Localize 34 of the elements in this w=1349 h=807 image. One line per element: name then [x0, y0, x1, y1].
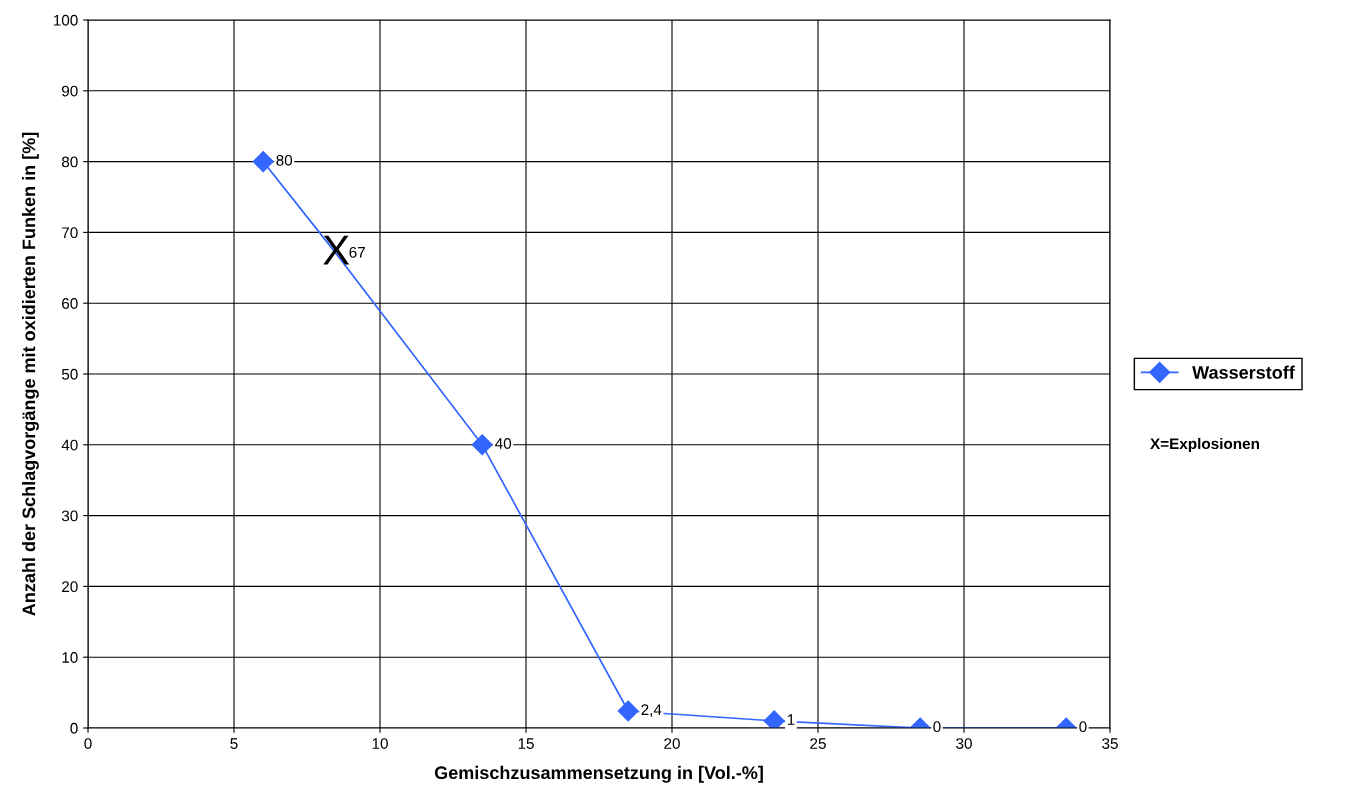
y-tick-label: 10: [62, 652, 78, 663]
y-tick-label: 50: [61, 368, 78, 380]
text: X=Explosionen: [1150, 437, 1259, 453]
data-label: 0: [933, 721, 941, 733]
x-tick-label: 35: [1102, 738, 1118, 749]
x-tick-label: 30: [956, 738, 972, 749]
x-tick-label: 0: [84, 738, 92, 749]
x-tick-label: 10: [372, 738, 388, 749]
data-label: 2,4: [641, 704, 662, 717]
y-tick-label: 20: [62, 581, 78, 593]
y-axis-title: Anzahl der Schlagvorgänge mit oxidierten Funken in [%]: [21, 132, 39, 616]
x-axis-title: Gemischzusammensetzung in [Vol.-%]: [434, 765, 763, 783]
y-tick-label: 30: [61, 510, 78, 522]
y-tick-label: 90: [62, 85, 78, 97]
point: [471, 434, 493, 456]
data-label: 67: [349, 246, 365, 258]
y-tick-label: 0: [70, 722, 78, 734]
y-tick-label: 60: [62, 298, 78, 309]
point: [617, 700, 639, 722]
x-tick-label: 5: [230, 738, 238, 749]
legend-label: Wasserstoff: [1192, 365, 1295, 379]
y-tick-label: 70: [62, 227, 78, 239]
y-tick-label: 80: [61, 156, 78, 168]
y-tick-label: 40: [61, 439, 78, 451]
x-tick-label: 15: [518, 738, 534, 749]
y-tick-label: 100: [53, 14, 78, 26]
data-label: 0: [1079, 721, 1087, 733]
point: [252, 151, 274, 173]
point: [763, 710, 785, 728]
x-tick-label: 25: [810, 738, 826, 749]
data-label: 80: [276, 154, 293, 166]
data-label: 40: [495, 438, 512, 449]
data-label: 1: [787, 714, 795, 725]
x-tick-label: 20: [664, 738, 680, 749]
